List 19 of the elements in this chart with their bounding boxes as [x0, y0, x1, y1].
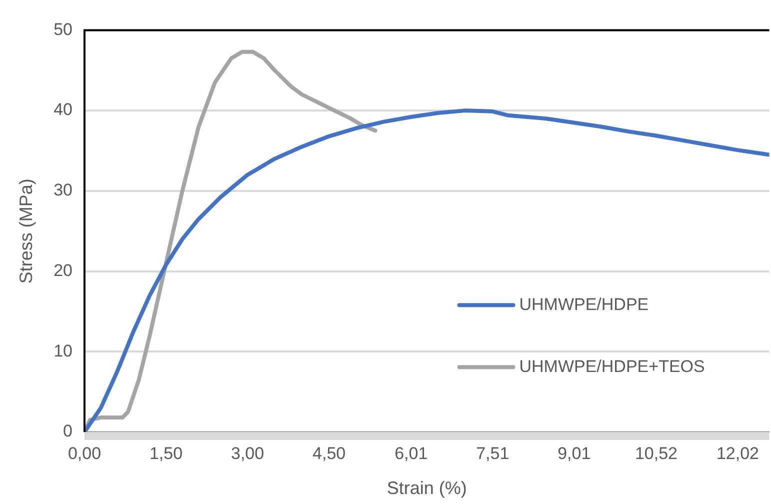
y-tick-label: 40 — [54, 100, 73, 120]
x-tick-label: 4,50 — [312, 444, 346, 463]
x-tick-label: 9,01 — [558, 444, 591, 463]
y-axis-title: Stress (MPa) — [16, 178, 36, 284]
y-tick-label: 50 — [54, 20, 73, 39]
x-tick-label: 12,02 — [716, 444, 760, 463]
legend-label: UHMWPE/HDPE+TEOS — [519, 356, 705, 376]
x-tick-label: 0,00 — [68, 444, 102, 463]
y-tick-label: 0 — [63, 422, 73, 441]
y-tick-label: 10 — [54, 341, 73, 360]
legend-label: UHMWPE/HDPE — [519, 294, 649, 314]
x-tick-label: 1,50 — [149, 444, 183, 463]
x-tick-label: 3,00 — [230, 444, 264, 463]
y-tick-label: 20 — [54, 260, 73, 280]
x-tick-label: 10,52 — [634, 444, 678, 463]
y-tick-label: 30 — [54, 180, 73, 200]
x-tick-label: 6,01 — [394, 444, 428, 463]
x-tick-label: 7,51 — [476, 444, 510, 463]
x-axis-title: Strain (%) — [386, 478, 467, 498]
